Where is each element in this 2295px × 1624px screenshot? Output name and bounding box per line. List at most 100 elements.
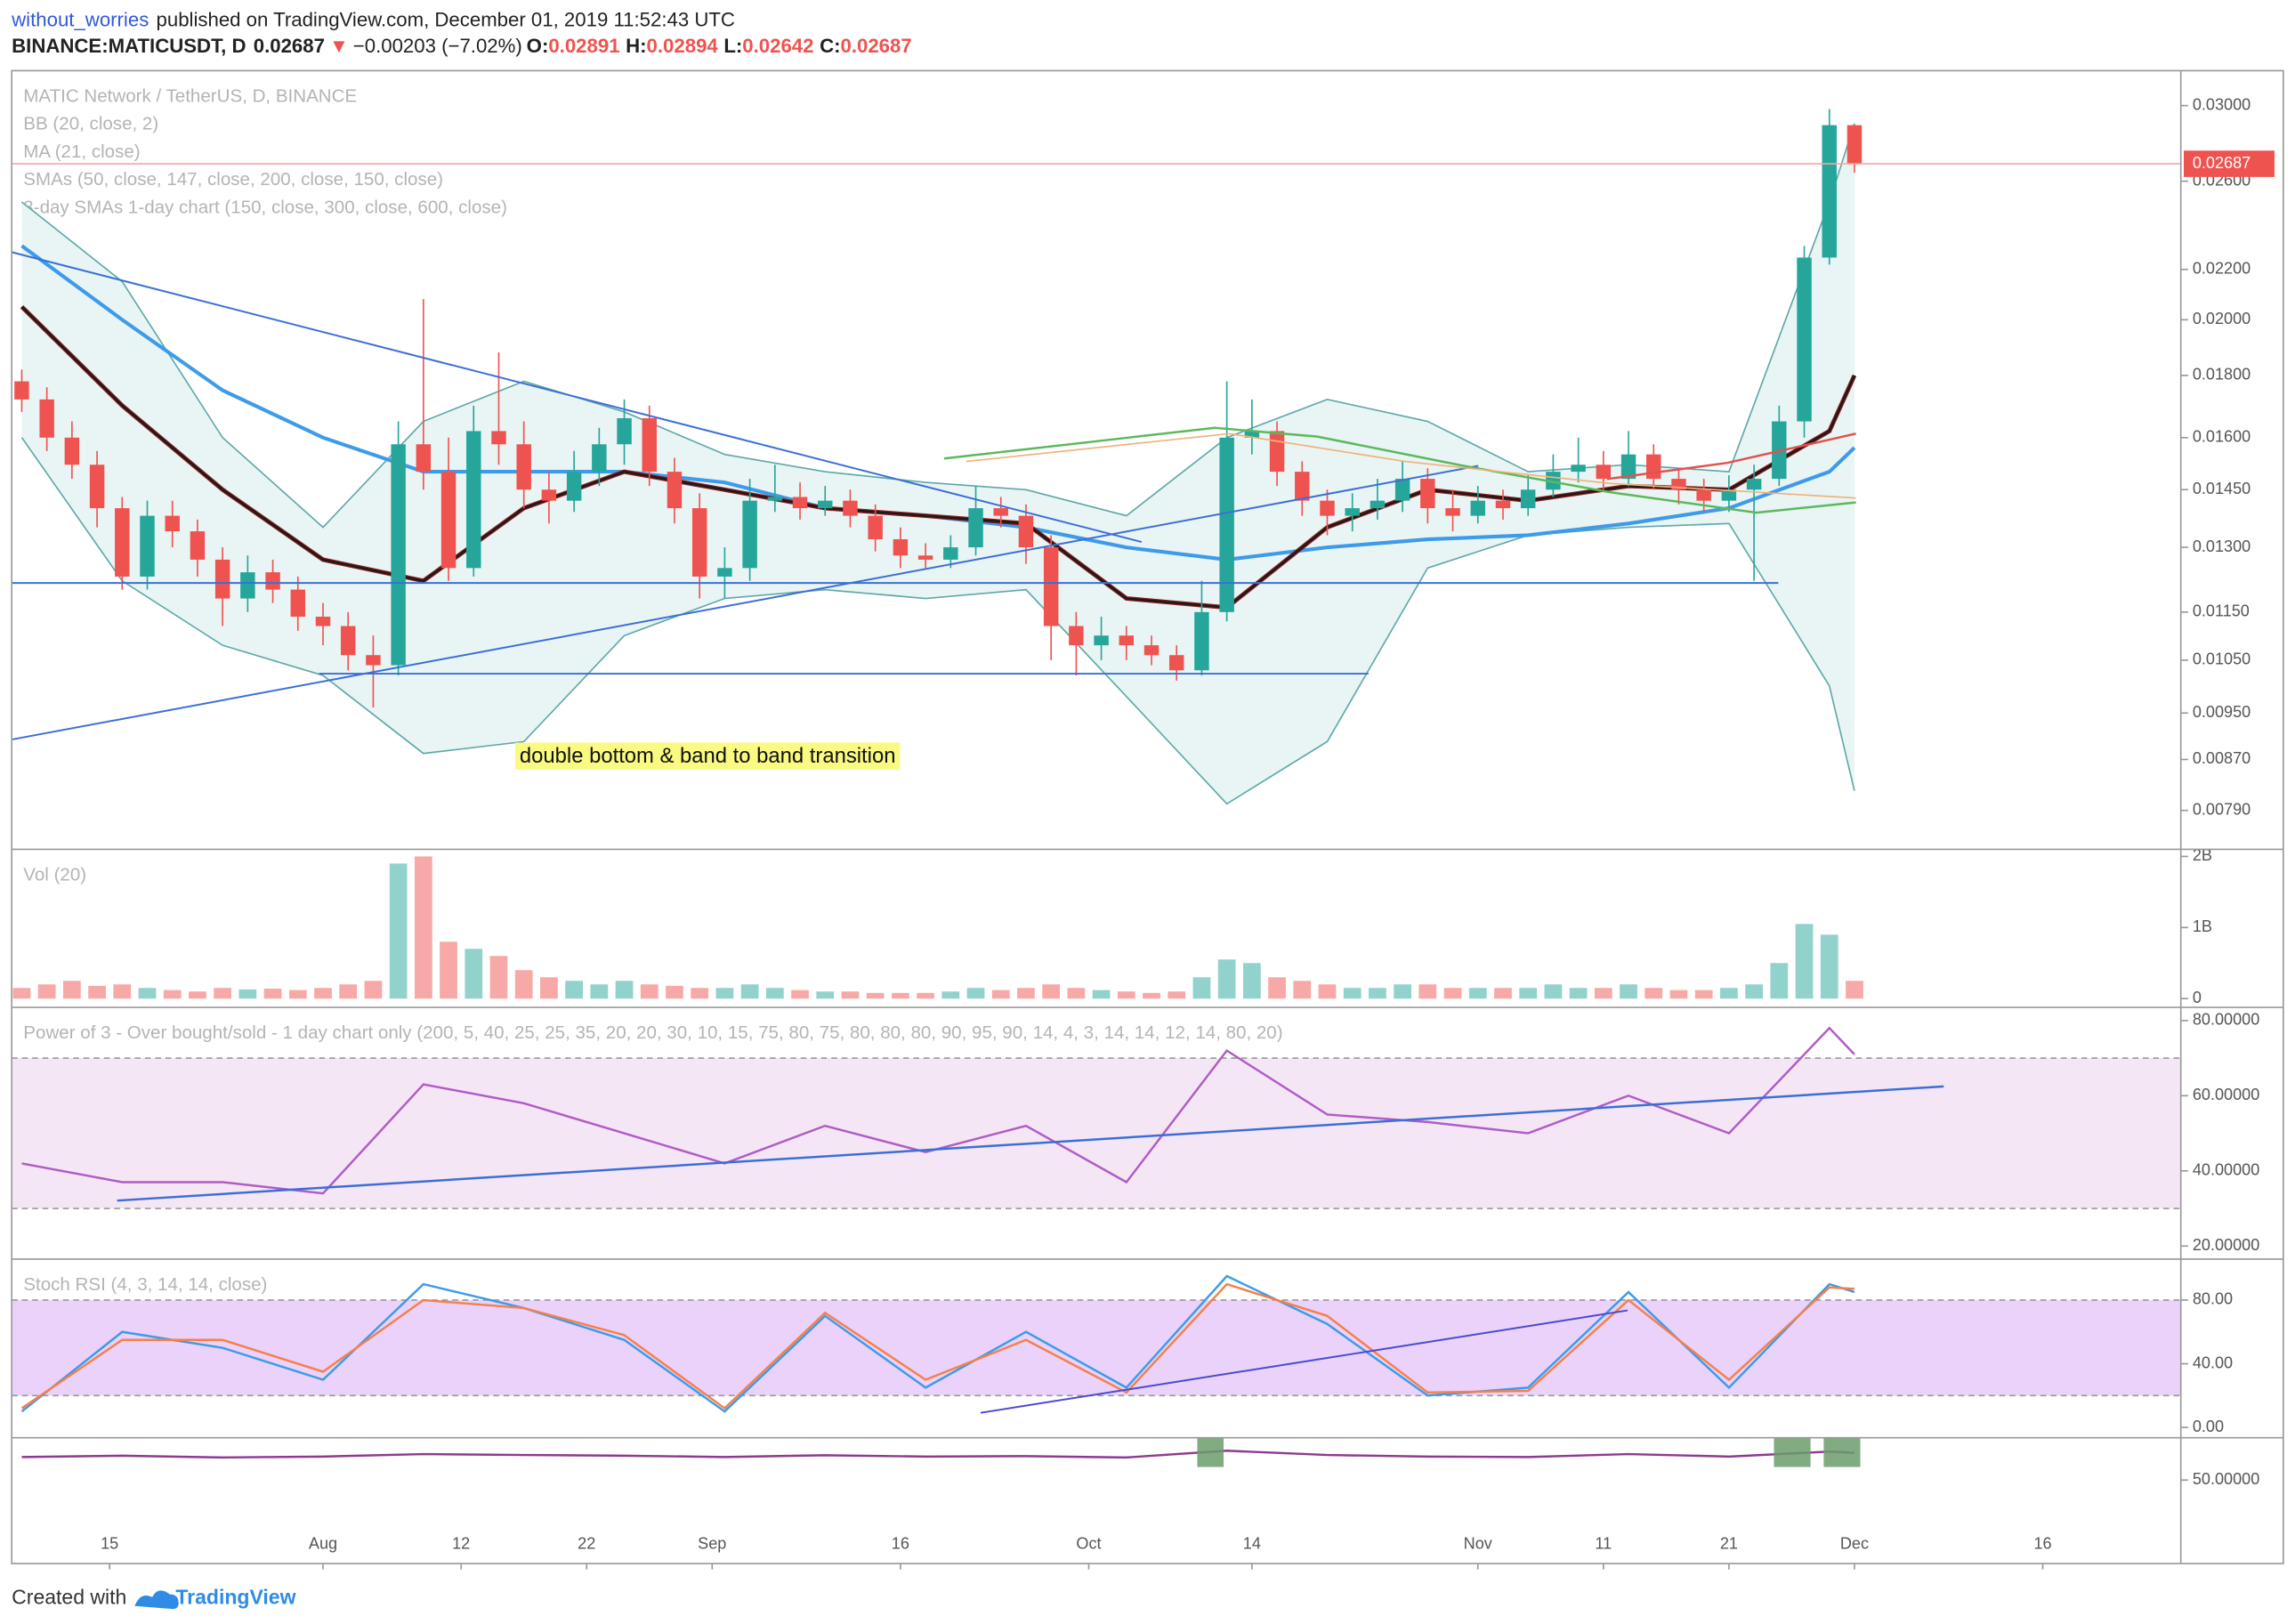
volume-bar bbox=[540, 977, 558, 999]
candle-body bbox=[1069, 626, 1084, 646]
candle-body bbox=[717, 568, 732, 577]
volume-bar bbox=[1143, 992, 1160, 999]
indicator-line bbox=[20, 1282, 1855, 1410]
x-tick-label: 14 bbox=[1243, 1534, 1261, 1552]
candle-body bbox=[1394, 479, 1410, 501]
legend-entry: Vol (20) bbox=[23, 864, 86, 885]
candle-body bbox=[1345, 508, 1360, 516]
y-tick-label: 0.01150 bbox=[2193, 602, 2250, 620]
trendline bbox=[11, 251, 1143, 543]
volume-bar bbox=[1242, 963, 1261, 999]
volume-bar bbox=[615, 981, 634, 999]
highlight bbox=[1774, 1437, 1811, 1467]
candle-body bbox=[792, 497, 808, 509]
trendline bbox=[117, 1085, 1944, 1202]
candle-body bbox=[1822, 125, 1837, 258]
candle-body bbox=[1194, 611, 1209, 671]
volume-bar bbox=[866, 992, 885, 999]
volume-bar bbox=[1268, 977, 1286, 999]
ohlc-value: 0.02642 bbox=[742, 35, 813, 57]
volume-bar bbox=[1544, 984, 1563, 999]
volume-bar bbox=[1067, 988, 1086, 999]
annotation-background bbox=[514, 742, 901, 770]
candle-body bbox=[767, 497, 783, 501]
candle-body bbox=[617, 417, 632, 445]
volume-bar bbox=[389, 863, 408, 999]
y-tick-label: 0.00 bbox=[2193, 1418, 2224, 1435]
brand-logo bbox=[134, 1590, 179, 1610]
candle-body bbox=[1295, 472, 1310, 501]
x-tick-label: 22 bbox=[578, 1534, 595, 1552]
drawings bbox=[11, 251, 1944, 1467]
volume-bar bbox=[189, 991, 206, 999]
volume-bar bbox=[640, 984, 659, 999]
y-tick-label: 0 bbox=[2193, 989, 2202, 1006]
y-tick-label: 60.00000 bbox=[2193, 1086, 2259, 1103]
candle-body bbox=[691, 508, 707, 577]
candle-body bbox=[541, 489, 557, 501]
candle-body bbox=[1797, 257, 1812, 422]
trendline bbox=[11, 465, 1479, 741]
legend-entry: Stoch RSI (4, 3, 14, 14, close) bbox=[23, 1274, 267, 1295]
volume-bar bbox=[339, 984, 358, 999]
footer-brand[interactable]: TradingView bbox=[175, 1586, 295, 1609]
ohlc-label: C: bbox=[820, 35, 840, 57]
volume-bar bbox=[113, 984, 132, 999]
volume-bar bbox=[1720, 988, 1738, 999]
volume-bar bbox=[1192, 977, 1211, 999]
candle-body bbox=[742, 500, 757, 569]
trendline bbox=[980, 1309, 1628, 1414]
volume-bar bbox=[12, 988, 31, 999]
author[interactable]: without_worries bbox=[11, 8, 149, 30]
volume-bar bbox=[765, 988, 784, 999]
candle-body bbox=[1596, 465, 1612, 480]
indicator-line bbox=[21, 1026, 1855, 1195]
y-tick-label: 40.00000 bbox=[2193, 1161, 2259, 1179]
x-tick-label: 15 bbox=[101, 1534, 118, 1552]
legend-entry: Power of 3 - Over bought/sold - 1 day ch… bbox=[23, 1022, 1282, 1043]
volume-bar bbox=[238, 989, 257, 999]
volume-bar bbox=[740, 984, 759, 999]
volume-bar bbox=[364, 981, 383, 999]
volume-bar bbox=[62, 981, 81, 999]
candle-body bbox=[818, 500, 833, 509]
sma-line bbox=[943, 426, 1856, 514]
candle-body bbox=[165, 515, 180, 532]
candle-body bbox=[566, 472, 582, 501]
candle-body bbox=[667, 472, 683, 509]
candle-body bbox=[917, 555, 933, 560]
y-tick-label: 40.00 bbox=[2193, 1353, 2233, 1371]
header-line-2: BINANCE:MATICUSDT, D 0.02687 ▼ −0.00203 (−7… bbox=[12, 35, 912, 57]
candle-body bbox=[1269, 431, 1285, 473]
candle-body bbox=[1219, 437, 1234, 612]
ohlc-label: O: bbox=[527, 35, 549, 57]
candle-body bbox=[868, 515, 883, 540]
volume-bar bbox=[816, 991, 835, 999]
y-tick-label: 0.01800 bbox=[2193, 366, 2251, 384]
volume-bar bbox=[1770, 963, 1789, 999]
candle-body bbox=[14, 381, 29, 400]
volume-bar bbox=[1168, 991, 1186, 999]
x-tick-label: Dec bbox=[1840, 1534, 1869, 1552]
highlight bbox=[1823, 1437, 1861, 1467]
volume-bar bbox=[1644, 988, 1663, 999]
volume-bar bbox=[1117, 991, 1135, 999]
published: published on TradingView.com, December 0… bbox=[157, 8, 735, 30]
candle-body bbox=[642, 417, 657, 473]
header-line-1: without_worries published on TradingView.… bbox=[11, 8, 735, 30]
candle-body bbox=[265, 572, 280, 590]
sma-line bbox=[1606, 432, 1856, 481]
y-tick-label: 50.00000 bbox=[2193, 1470, 2259, 1488]
volume-bar bbox=[917, 992, 934, 999]
y-tick-label: 80.00000 bbox=[2193, 1011, 2259, 1029]
candle-body bbox=[140, 515, 155, 577]
candle-body bbox=[1143, 645, 1160, 656]
volume-bar bbox=[1092, 990, 1111, 999]
x-tick-label: Sep bbox=[698, 1534, 726, 1552]
volume-bar bbox=[1594, 988, 1612, 999]
candle-body bbox=[1320, 500, 1335, 516]
volume-bar bbox=[1418, 984, 1437, 999]
candle-body bbox=[491, 431, 506, 445]
arrow: ▼ bbox=[329, 35, 349, 57]
bb-lower bbox=[20, 437, 1855, 805]
